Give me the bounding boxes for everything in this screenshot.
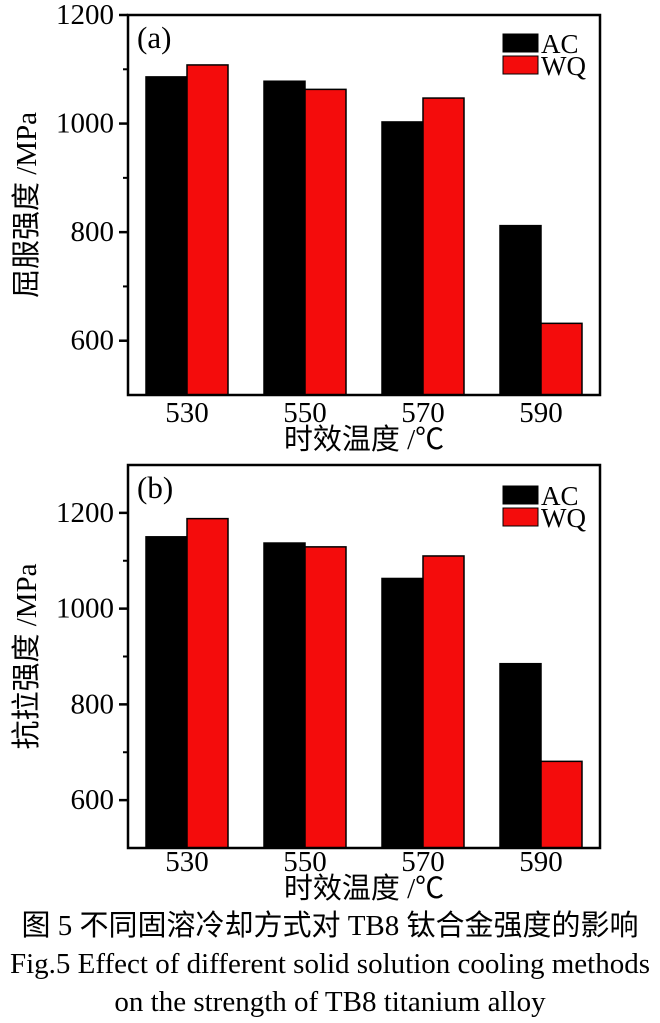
bar-ac-590 bbox=[499, 662, 542, 849]
bar-ac-530 bbox=[145, 536, 188, 849]
x-tick-label: 550 bbox=[283, 846, 327, 878]
legend-swatch-ac bbox=[502, 485, 539, 505]
bar-wq-590 bbox=[540, 322, 583, 396]
bar-wq-530 bbox=[186, 64, 229, 396]
x-tick-label: 570 bbox=[401, 397, 445, 429]
bar-ac-590 bbox=[499, 224, 542, 396]
bar-wq-550 bbox=[304, 546, 347, 849]
legend-label-ac: AC bbox=[541, 29, 579, 59]
legend-swatch-ac bbox=[502, 33, 539, 53]
x-tick-label: 570 bbox=[401, 846, 445, 878]
bar-ac-550 bbox=[263, 542, 306, 849]
bar-ac-530 bbox=[145, 76, 188, 396]
y-tick-label: 600 bbox=[71, 325, 115, 357]
legend-swatch-wq bbox=[502, 507, 539, 527]
x-tick-label: 530 bbox=[165, 397, 209, 429]
legend-label-ac: AC bbox=[541, 481, 579, 511]
x-tick-label: 590 bbox=[519, 846, 563, 878]
legend-label-wq: WQ bbox=[541, 51, 586, 81]
plot-frame bbox=[126, 463, 602, 850]
y-axis-title: 屈服强度 /MPa bbox=[10, 112, 43, 298]
y-axis-title: 抗拉强度 /MPa bbox=[10, 563, 43, 749]
legend-swatch-wq bbox=[502, 55, 539, 75]
y-tick-label: 1200 bbox=[56, 0, 114, 31]
bar-wq-570 bbox=[422, 555, 465, 849]
x-tick-label: 530 bbox=[165, 846, 209, 878]
bar-wq-530 bbox=[186, 517, 229, 849]
bar-ac-570 bbox=[381, 121, 424, 396]
caption-line-chinese: 图 5 不同固溶冷却方式对 TB8 钛合金强度的影响 bbox=[21, 910, 639, 942]
bar-wq-570 bbox=[422, 97, 465, 396]
y-tick-label: 1000 bbox=[56, 108, 114, 140]
panel-label: (a) bbox=[137, 20, 171, 55]
y-tick-label: 600 bbox=[71, 784, 115, 816]
x-tick-label: 590 bbox=[519, 397, 563, 429]
y-tick-label: 800 bbox=[71, 216, 115, 248]
caption-line-english-1: Fig.5 Effect of different solid solution… bbox=[9, 948, 651, 980]
figure-caption: 图 5 不同固溶冷却方式对 TB8 钛合金强度的影响 Fig.5 Effect … bbox=[0, 905, 660, 1021]
caption-line-english-2: on the strength of TB8 titanium alloy bbox=[114, 986, 546, 1018]
bar-wq-550 bbox=[304, 88, 347, 396]
x-axis-title: 时效温度 /℃ bbox=[284, 423, 444, 455]
y-tick-label: 1200 bbox=[56, 497, 114, 529]
panel-label: (b) bbox=[137, 470, 173, 505]
y-tick-label: 800 bbox=[71, 688, 115, 720]
bar-wq-590 bbox=[540, 760, 583, 849]
bar-ac-570 bbox=[381, 577, 424, 849]
x-tick-label: 550 bbox=[283, 397, 327, 429]
bar-ac-550 bbox=[263, 80, 306, 396]
legend-label-wq: WQ bbox=[541, 503, 586, 533]
x-axis-title: 时效温度 /℃ bbox=[284, 872, 444, 905]
y-tick-label: 1000 bbox=[56, 593, 114, 625]
plot-frame bbox=[126, 13, 602, 397]
